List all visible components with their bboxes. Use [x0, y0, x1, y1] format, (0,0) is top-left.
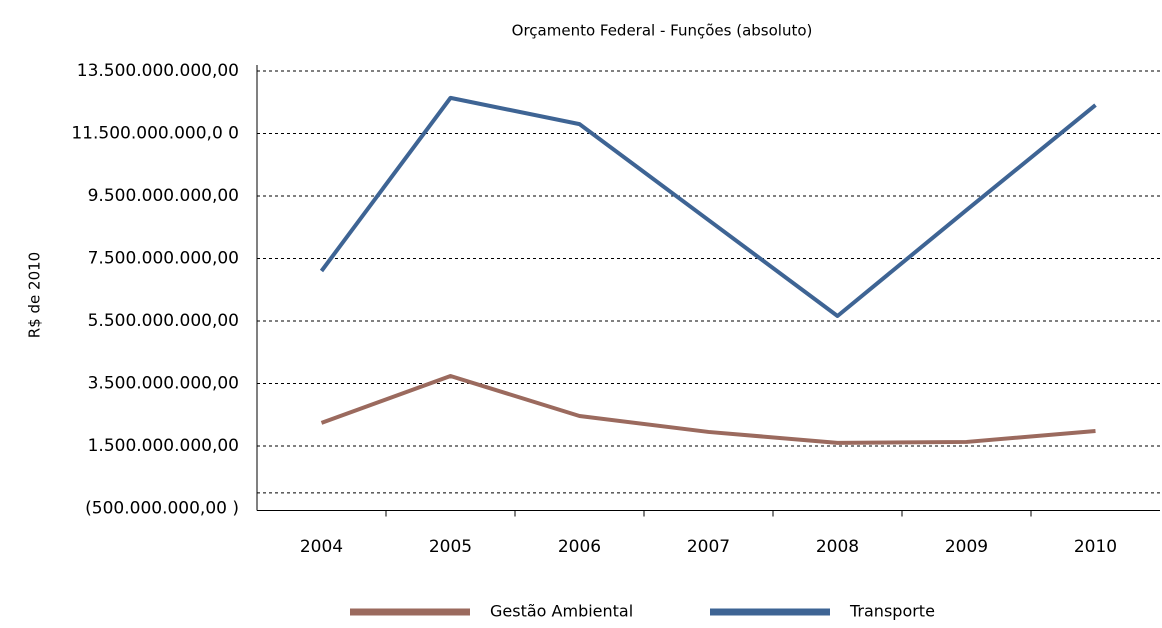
y-tick-label: 13.500.000.000,00: [77, 61, 239, 81]
legend-label: Transporte: [849, 602, 935, 621]
y-axis-label: R$ de 2010: [26, 252, 44, 338]
chart-title: Orçamento Federal - Funções (absoluto): [512, 22, 813, 40]
x-tick-label: 2007: [687, 537, 730, 557]
y-tick-label: 9.500.000.000,00: [88, 186, 239, 206]
y-tick-label: 7.500.000.000,00: [88, 249, 239, 269]
x-tick-label: 2010: [1074, 537, 1117, 557]
y-tick-label: 1.500.000.000,00: [88, 436, 239, 456]
y-tick-label: (500.000.000,00 ): [85, 499, 239, 519]
series-line: [319, 95, 1097, 318]
y-tick-label: 3.500.000.000,00: [88, 374, 239, 394]
y-tick-label: 5.500.000.000,00: [88, 311, 239, 331]
x-tick-label: 2009: [945, 537, 988, 557]
x-tick-label: 2006: [558, 537, 601, 557]
x-tick-label: 2004: [300, 537, 343, 557]
legend-label: Gestão Ambiental: [490, 602, 633, 621]
series-line: [320, 374, 1096, 445]
y-tick-label: 11.500.000.000,0 0: [71, 124, 239, 144]
x-tick-label: 2005: [429, 537, 472, 557]
x-tick-label: 2008: [816, 537, 859, 557]
